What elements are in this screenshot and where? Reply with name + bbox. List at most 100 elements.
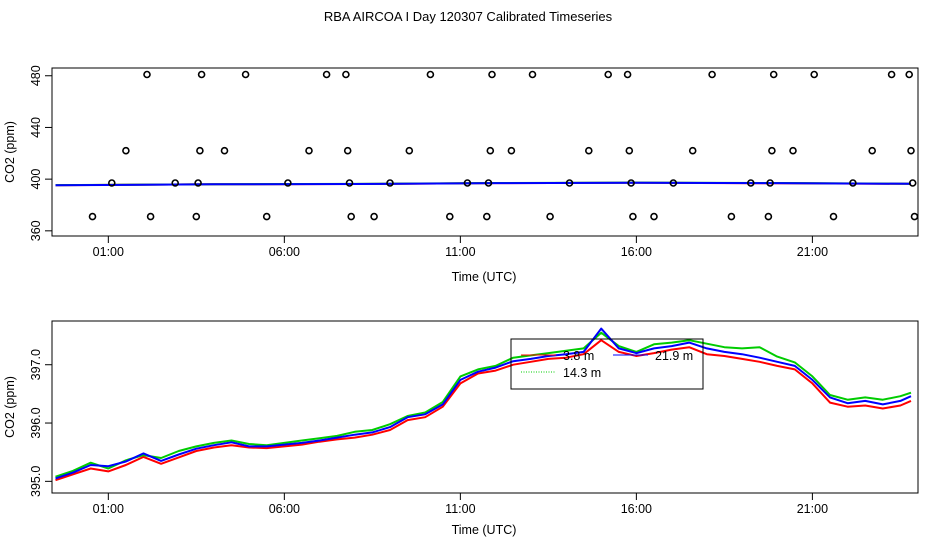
data-point xyxy=(910,212,919,221)
bottom-ylabel: CO2 (ppm) xyxy=(3,376,17,438)
data-point xyxy=(908,179,917,187)
y-tick-label: 395.0 xyxy=(29,466,43,497)
series-line-1 xyxy=(55,331,912,478)
data-point xyxy=(146,212,155,221)
data-point xyxy=(584,146,593,155)
x-tick-label: 01:00 xyxy=(93,245,124,259)
bottom-plot-frame xyxy=(51,320,919,494)
data-point xyxy=(108,179,116,187)
data-point xyxy=(345,179,354,187)
data-point xyxy=(907,146,915,155)
data-point xyxy=(426,70,435,79)
top-axes: 01:00 06:00 11:00 16:00 21:00 360 400 440 480 xyxy=(29,65,828,259)
x-tick-label: 01:00 xyxy=(93,502,124,516)
x-tick-label: 11:00 xyxy=(445,245,475,259)
data-point xyxy=(650,212,658,221)
legend-label-3-8m: 3.8 m xyxy=(563,349,594,363)
data-point xyxy=(486,146,495,155)
x-tick-label: 21:00 xyxy=(797,245,828,259)
data-point xyxy=(488,70,496,79)
x-tick-label: 16:00 xyxy=(621,502,652,516)
data-point xyxy=(625,146,634,155)
x-tick-label: 11:00 xyxy=(445,502,475,516)
data-point xyxy=(507,146,516,155)
data-point xyxy=(343,146,352,155)
data-point xyxy=(194,179,202,187)
data-point xyxy=(322,70,331,79)
data-point xyxy=(623,70,632,79)
data-point xyxy=(629,212,637,221)
data-point xyxy=(143,70,151,79)
x-tick-label: 06:00 xyxy=(269,502,300,516)
top-plot-frame xyxy=(51,67,919,237)
top-panel: 01:00 06:00 11:00 16:00 21:00 360 400 440 480 Ti… xyxy=(3,65,919,284)
data-point xyxy=(192,212,201,221)
data-point xyxy=(484,179,493,187)
x-tick-label: 21:00 xyxy=(797,502,828,516)
data-point xyxy=(370,212,378,221)
data-point xyxy=(810,70,819,79)
legend-box xyxy=(510,338,704,390)
data-point xyxy=(262,212,271,221)
series-line-2 xyxy=(55,181,912,187)
data-point xyxy=(766,179,774,187)
data-point xyxy=(445,212,454,221)
bottom-marks xyxy=(55,327,912,482)
data-point xyxy=(565,179,574,187)
data-point xyxy=(196,146,204,155)
data-point xyxy=(241,70,250,79)
top-xlabel: Time (UTC) xyxy=(452,270,517,284)
data-point xyxy=(789,146,797,155)
data-point xyxy=(887,70,896,79)
y-tick-label: 400 xyxy=(29,169,43,190)
figure-title: RBA AIRCOA I Day 120307 Calibrated Times… xyxy=(324,9,613,24)
data-point xyxy=(220,146,229,155)
legend-label-21-9m: 21.9 m xyxy=(655,349,693,363)
top-ylabel: CO2 (ppm) xyxy=(3,121,17,183)
data-point xyxy=(122,146,130,155)
legend-label-14-3m: 14.3 m xyxy=(563,366,601,380)
y-tick-label: 360 xyxy=(29,220,43,241)
data-point xyxy=(746,179,755,187)
data-point xyxy=(669,179,678,187)
top-marks xyxy=(55,70,919,221)
y-tick-label: 480 xyxy=(29,65,43,86)
bottom-panel: 01:00 06:00 11:00 16:00 21:00 395.0 396.0 397.0… xyxy=(3,320,919,537)
data-point xyxy=(463,179,472,187)
data-point xyxy=(829,212,838,221)
data-point xyxy=(688,146,697,155)
data-point xyxy=(905,70,914,79)
data-point xyxy=(342,70,350,79)
data-point xyxy=(482,212,491,221)
data-point xyxy=(386,179,394,187)
data-point xyxy=(769,70,778,79)
data-point xyxy=(197,70,206,79)
data-point xyxy=(305,146,313,155)
data-point xyxy=(284,179,292,187)
series-line-0 xyxy=(55,339,912,482)
y-tick-label: 440 xyxy=(29,117,43,138)
data-point xyxy=(347,212,356,221)
data-point xyxy=(405,146,414,155)
data-point xyxy=(546,212,554,221)
x-tick-label: 06:00 xyxy=(269,245,300,259)
data-point xyxy=(604,70,613,79)
x-tick-label: 16:00 xyxy=(621,245,652,259)
bottom-xlabel: Time (UTC) xyxy=(452,523,517,537)
data-point xyxy=(627,179,635,187)
y-tick-label: 397.0 xyxy=(29,349,43,380)
data-point xyxy=(708,70,716,79)
data-point xyxy=(88,212,97,221)
data-point xyxy=(528,70,537,79)
data-point xyxy=(764,212,773,221)
data-point xyxy=(849,179,857,187)
series-line-2 xyxy=(55,327,912,480)
data-point xyxy=(727,212,736,221)
legend: 3.8 m 21.9 m 14.3 m xyxy=(510,338,704,390)
y-tick-label: 396.0 xyxy=(29,407,43,438)
data-point xyxy=(768,146,776,155)
bottom-axes: 01:00 06:00 11:00 16:00 21:00 395.0 396.0 397.0 xyxy=(29,349,828,516)
data-point xyxy=(868,146,877,155)
data-point xyxy=(171,179,179,187)
